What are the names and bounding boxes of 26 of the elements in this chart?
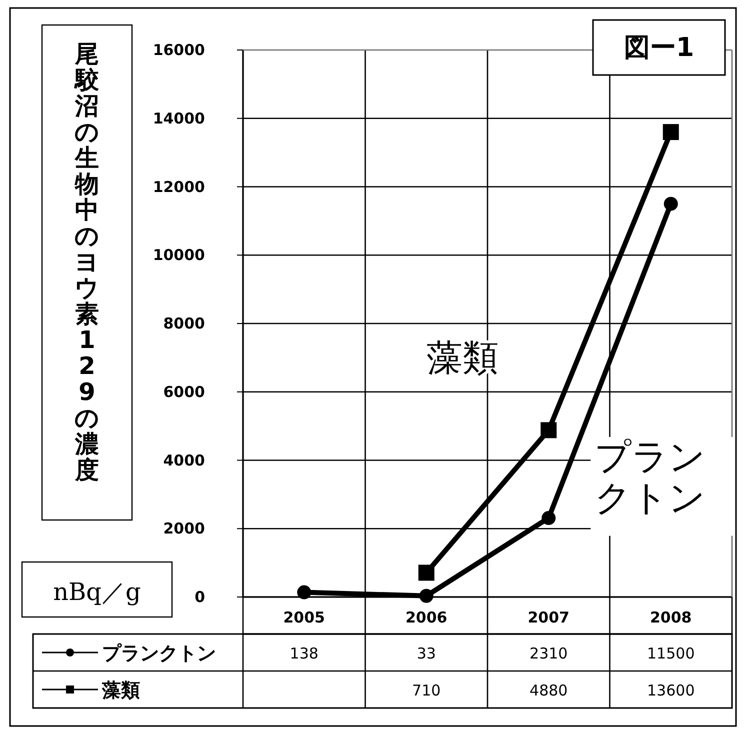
y-tick-label: 16000 — [152, 41, 205, 59]
y-tick-label: 4000 — [163, 451, 205, 470]
y-tick-label: 8000 — [163, 314, 205, 332]
x-tick-label: 2007 — [528, 608, 570, 626]
text: 尾駮沼の生物中のヨウ素129の濃度 — [74, 40, 100, 484]
text: プランクトン — [594, 437, 706, 520]
x-tick-label: 2006 — [406, 608, 448, 626]
y-tick-label: 2000 — [163, 520, 205, 538]
y-tick-label: 10000 — [152, 246, 205, 264]
y-tick-label: 12000 — [152, 178, 205, 196]
chart-title: 図ー1 — [624, 33, 694, 63]
y-tick-label: 0 — [194, 588, 205, 606]
data-label: 33 — [416, 644, 436, 662]
data-label: 11500 — [647, 644, 695, 662]
data-label: 138 — [290, 644, 318, 662]
data-label: 2310 — [530, 644, 568, 662]
y-tick-label: 14000 — [152, 109, 205, 128]
text: nBq／g — [53, 578, 141, 606]
x-tick-label: 2008 — [650, 608, 692, 626]
data-label: 13600 — [647, 682, 695, 700]
legend-label: プランクトン — [102, 642, 216, 664]
y-tick-label: 6000 — [163, 382, 205, 401]
data-label: 710 — [412, 682, 441, 700]
x-tick-label: 2005 — [283, 608, 325, 626]
data-label: 4880 — [530, 682, 568, 700]
legend-label: 藻類 — [101, 680, 140, 702]
